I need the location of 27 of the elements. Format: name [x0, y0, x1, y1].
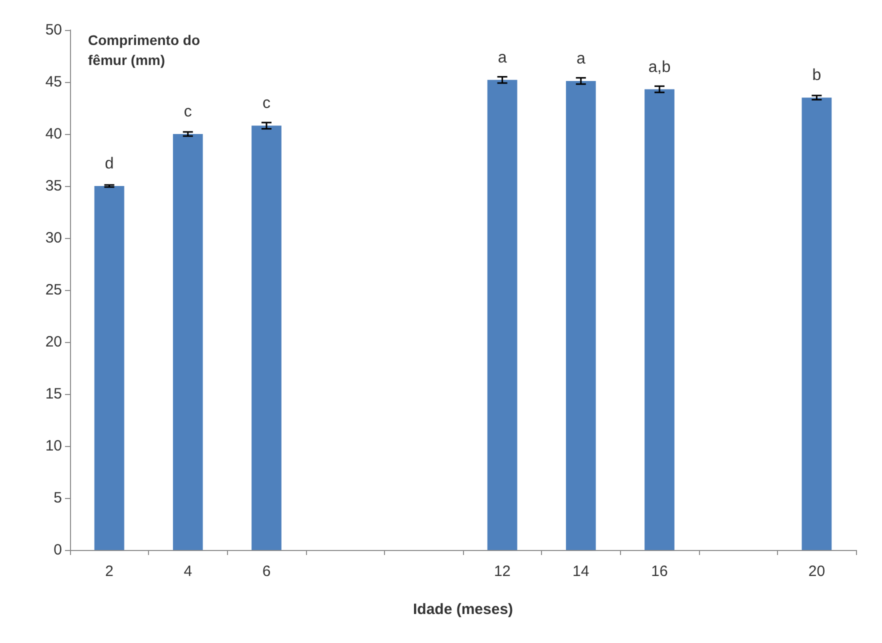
y-tick-label: 45	[45, 74, 62, 90]
x-tick-label: 6	[262, 563, 271, 580]
y-tick-label: 30	[45, 230, 62, 246]
x-tick-label: 20	[808, 563, 826, 580]
y-tick-label: 10	[45, 438, 62, 454]
annotation: a	[576, 50, 586, 68]
y-tick-label: 50	[45, 22, 62, 38]
annotation: d	[104, 156, 114, 172]
annotation: c	[262, 95, 270, 112]
annotation: a	[498, 49, 507, 66]
x-tick-label: 12	[494, 563, 511, 580]
x-tick-label: 4	[184, 563, 192, 580]
y-tick-label: 0	[54, 542, 62, 558]
x-axis-title: Idade (meses)	[412, 601, 514, 618]
x-tick-label: 2	[105, 563, 114, 580]
annotation: c	[184, 104, 192, 120]
y-tick-label: 5	[54, 490, 62, 506]
y-tick-label: 40	[45, 126, 62, 142]
y-tick-label: 20	[45, 334, 62, 350]
annotation: a,b	[648, 58, 671, 76]
y-tick-label: 35	[45, 178, 62, 194]
y-axis-title: Comprimento do fêmur (mm)	[88, 32, 200, 68]
y-tick-label: 25	[45, 282, 62, 298]
x-tick-label: 16	[651, 563, 668, 580]
x-tick-label: 14	[572, 563, 590, 580]
y-tick-label: 15	[45, 386, 62, 402]
annotation: b	[812, 67, 822, 84]
